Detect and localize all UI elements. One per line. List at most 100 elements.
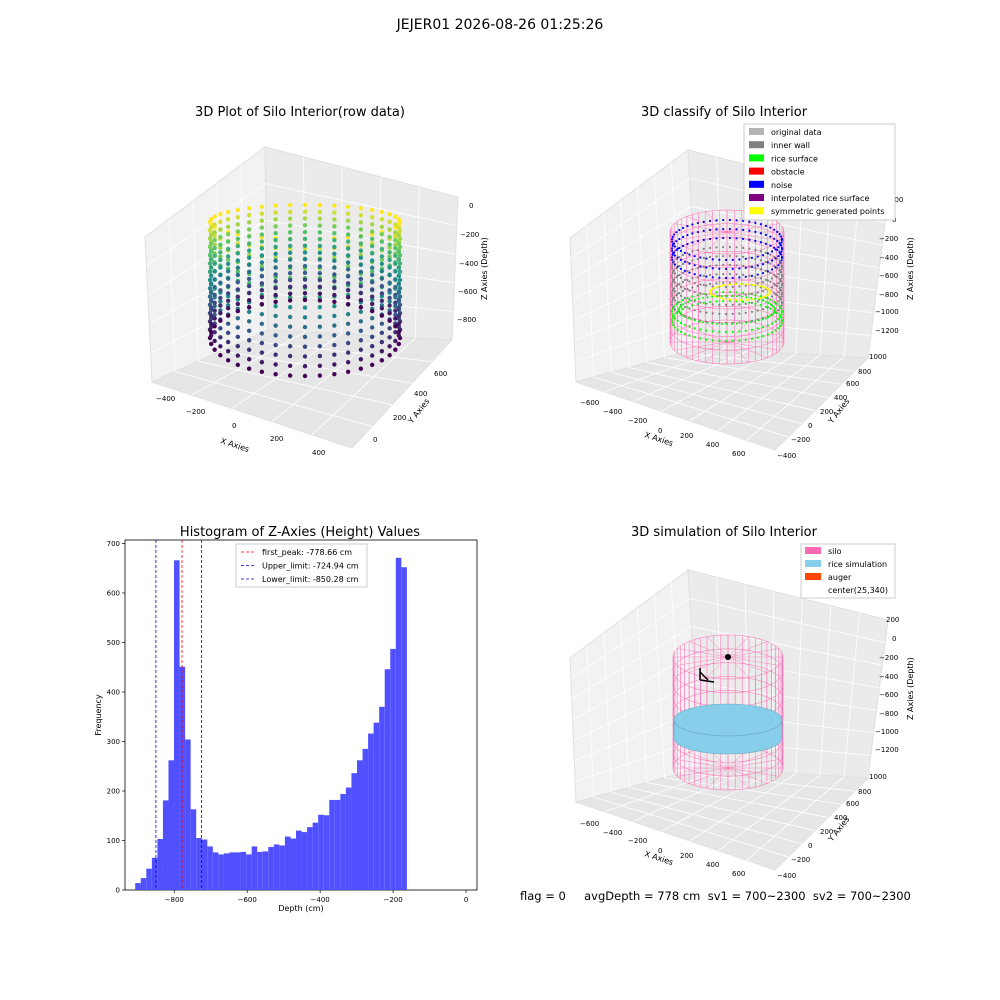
classified-point	[675, 267, 678, 270]
raw-point	[387, 318, 392, 323]
raw-point	[225, 313, 231, 318]
classified-point	[675, 303, 678, 306]
classified-point	[728, 254, 731, 258]
raw-point	[208, 217, 214, 222]
classified-point	[711, 285, 714, 288]
classified-point	[711, 330, 714, 333]
classified-point	[777, 255, 780, 258]
classified-point	[679, 321, 682, 324]
rice-surface-point	[761, 318, 764, 321]
classified-point	[699, 274, 702, 277]
raw-point	[208, 341, 214, 347]
classified-point	[671, 285, 674, 288]
classified-point	[718, 330, 721, 333]
raw-point	[259, 274, 265, 279]
histogram-bar	[251, 846, 258, 890]
raw-point	[317, 305, 323, 310]
raw-point	[273, 323, 278, 328]
classified-point	[761, 280, 765, 284]
raw-point	[235, 214, 241, 220]
classified-point	[766, 297, 769, 300]
classified-point	[724, 303, 728, 307]
raw-point	[317, 291, 323, 296]
raw-point	[369, 265, 375, 270]
raw-point	[225, 306, 231, 311]
classified-point	[699, 292, 702, 295]
classified-point	[778, 251, 781, 254]
classified-point	[780, 289, 783, 292]
grid-line	[620, 200, 630, 368]
classified-point	[683, 323, 686, 326]
raw-point	[317, 324, 323, 329]
raw-point	[225, 291, 231, 296]
raw-point	[273, 203, 278, 208]
classified-point	[675, 240, 678, 243]
rice-surface-point	[735, 295, 738, 298]
raw-point	[345, 301, 351, 307]
grid-line	[191, 331, 305, 396]
classified-point	[769, 271, 772, 274]
sim-ytick: 200	[820, 828, 833, 836]
raw-point	[302, 291, 308, 296]
classified-point	[754, 275, 757, 278]
classify-legend: original data inner wall rice surface obsta…	[743, 123, 896, 221]
silo-spoke	[677, 656, 729, 666]
symmetric-point	[721, 297, 724, 300]
raw-point	[393, 237, 398, 243]
raw-point	[218, 335, 223, 340]
raw-point	[393, 312, 398, 317]
raw-ytick: 400	[414, 390, 427, 398]
classified-point	[696, 230, 699, 234]
raw-point	[345, 340, 351, 346]
auger-marker	[699, 679, 715, 683]
legend-swatch	[805, 560, 821, 567]
raw-point	[273, 217, 278, 222]
raw-point	[379, 291, 385, 296]
histogram-bar	[268, 846, 274, 890]
histogram-xtick-label: −400	[311, 896, 330, 904]
classified-point	[741, 291, 745, 294]
classified-point	[718, 303, 721, 306]
classified-point	[705, 302, 708, 305]
classified-point	[748, 301, 751, 304]
classified-point	[672, 324, 675, 327]
symmetric-point	[761, 285, 764, 288]
raw-point	[332, 203, 337, 208]
classified-point	[708, 228, 712, 232]
classified-point	[708, 264, 712, 268]
classified-point	[779, 324, 782, 327]
classified-point	[780, 244, 783, 247]
classified-point	[774, 320, 777, 323]
classified-point	[780, 271, 783, 274]
raw-point	[235, 251, 241, 256]
classified-point	[711, 258, 714, 261]
silo-spoke	[705, 321, 728, 343]
legend-swatch	[805, 547, 821, 554]
classified-point	[780, 277, 783, 280]
classified-point	[696, 248, 699, 252]
classified-point	[748, 247, 751, 250]
silo-spoke	[677, 648, 729, 658]
classified-point	[675, 294, 678, 297]
raw-point	[212, 316, 217, 321]
classified-point	[688, 289, 691, 292]
classified-point	[711, 312, 714, 315]
grid-line	[604, 769, 725, 813]
raw-point	[287, 284, 293, 290]
rice-surface-point	[716, 322, 719, 325]
sim-zlabel: Z Axies (Depth)	[906, 657, 915, 720]
histogram-bar	[168, 760, 175, 890]
rice-surface-point	[706, 321, 709, 324]
classified-point	[766, 306, 769, 309]
raw-point	[369, 334, 375, 340]
raw-point	[369, 207, 375, 213]
grid-line	[265, 183, 457, 226]
raw-point	[212, 330, 217, 335]
sim-xtick: −200	[628, 837, 647, 845]
silo-spoke	[689, 641, 729, 658]
classified-point	[780, 250, 783, 253]
raw-point	[379, 239, 385, 244]
classified-point	[673, 233, 676, 236]
silo-spoke	[726, 231, 768, 248]
classified-point	[671, 258, 674, 261]
